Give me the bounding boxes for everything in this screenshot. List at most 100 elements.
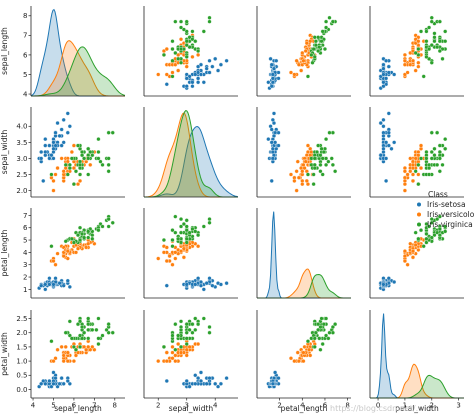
point-iris-setosa <box>224 58 229 63</box>
point-iris-setosa <box>53 376 58 381</box>
point-iris-virginica <box>318 153 323 158</box>
point-iris-versicolor <box>173 256 178 261</box>
point-iris-versicolor <box>402 249 407 254</box>
x-axis-label: sepal_width <box>169 404 214 413</box>
y-tick-label: 6 <box>23 51 28 59</box>
point-iris-setosa <box>204 381 209 386</box>
panel-sepal_width-vs-sepal_width <box>143 107 239 198</box>
point-iris-virginica <box>178 60 184 65</box>
point-iris-setosa <box>184 76 189 81</box>
point-iris-virginica <box>416 236 421 241</box>
point-iris-setosa <box>204 281 209 286</box>
point-iris-setosa <box>39 149 44 155</box>
point-iris-setosa <box>51 370 56 375</box>
point-iris-versicolor <box>178 350 184 355</box>
point-iris-virginica <box>184 54 189 59</box>
point-iris-virginica <box>106 156 111 161</box>
x-tick-label: 6 <box>323 402 328 410</box>
point-iris-virginica <box>184 240 189 245</box>
y-tick-label: 8 <box>23 12 27 20</box>
x-tick-label: 4 <box>300 402 305 410</box>
point-iris-setosa <box>164 378 169 384</box>
point-iris-setosa <box>193 282 198 287</box>
point-iris-virginica <box>80 231 85 236</box>
point-iris-versicolor <box>418 143 424 148</box>
point-iris-virginica <box>170 237 175 243</box>
kde-fill-iris-virginica <box>257 274 351 298</box>
panel-sepal_width-vs-petal_width <box>369 107 464 198</box>
point-iris-virginica <box>106 130 111 135</box>
point-iris-virginica <box>437 214 442 219</box>
point-iris-virginica <box>305 172 311 177</box>
point-iris-versicolor <box>402 58 407 63</box>
y-tick-label: 2.5 <box>16 171 27 179</box>
point-iris-virginica <box>90 153 95 158</box>
point-iris-setosa <box>57 133 62 139</box>
point-iris-virginica <box>437 48 442 54</box>
panel-sepal_width-vs-sepal_length: 2.0 2.5 3.0 3.5 4.0 sepal_width <box>0 107 125 198</box>
point-iris-setosa <box>270 117 275 122</box>
point-iris-setosa <box>39 156 44 161</box>
point-iris-virginica <box>90 233 95 238</box>
point-iris-versicolor <box>408 241 413 246</box>
point-iris-versicolor <box>156 72 161 77</box>
y-axis-label: petal_length <box>0 229 9 276</box>
point-iris-virginica <box>207 15 212 20</box>
point-iris-versicolor <box>307 347 312 352</box>
point-iris-virginica <box>80 324 85 330</box>
point-iris-virginica <box>96 149 101 155</box>
point-iris-virginica <box>86 235 91 240</box>
point-iris-virginica <box>316 143 321 148</box>
x-tick-label: 2 <box>156 402 160 410</box>
point-iris-virginica <box>187 230 192 235</box>
point-iris-virginica <box>173 50 178 56</box>
point-iris-virginica <box>327 330 332 335</box>
point-iris-setosa <box>198 72 204 77</box>
y-axis-label: sepal_length <box>0 27 9 75</box>
point-iris-setosa <box>386 130 391 135</box>
point-iris-virginica <box>161 344 167 349</box>
kde-fill-iris-virginica <box>31 46 125 96</box>
point-iris-versicolor <box>84 245 89 250</box>
point-iris-virginica <box>432 153 437 158</box>
point-iris-versicolor <box>408 169 413 174</box>
point-iris-versicolor <box>410 255 416 260</box>
y-tick-label: 3 <box>23 261 27 269</box>
point-iris-virginica <box>184 29 189 34</box>
point-iris-virginica <box>321 322 326 327</box>
point-iris-setosa <box>190 84 195 89</box>
point-iris-setosa <box>271 66 277 71</box>
y-tick-label: 1.0 <box>16 357 27 365</box>
point-iris-setosa <box>43 143 48 148</box>
x-tick-label: 1 <box>403 402 407 410</box>
point-iris-setosa <box>204 66 209 71</box>
point-iris-virginica <box>429 19 434 24</box>
point-iris-setosa <box>55 384 60 389</box>
point-iris-virginica <box>427 165 432 171</box>
panel-sepal_length-vs-sepal_length: 4 5 6 7 8 sepal_length <box>0 6 126 98</box>
point-iris-versicolor <box>300 50 305 56</box>
point-iris-virginica <box>94 327 99 332</box>
point-iris-versicolor <box>164 350 169 355</box>
point-iris-versicolor <box>402 52 407 57</box>
point-iris-virginica <box>330 324 335 330</box>
point-iris-versicolor <box>304 178 309 184</box>
point-iris-virginica <box>75 233 81 238</box>
point-iris-versicolor <box>51 188 56 193</box>
y-tick-label: 1 <box>23 286 27 294</box>
x-tick-label: 3 <box>184 402 188 410</box>
point-iris-virginica <box>86 156 91 161</box>
point-iris-virginica <box>327 130 332 135</box>
point-iris-setosa <box>61 140 66 145</box>
point-iris-versicolor <box>190 54 195 59</box>
x-tick-label: 8 <box>345 402 349 410</box>
point-iris-virginica <box>181 27 186 32</box>
point-iris-versicolor <box>300 182 305 187</box>
point-iris-setosa <box>392 140 397 145</box>
point-iris-virginica <box>320 29 325 34</box>
point-iris-setosa <box>198 370 204 375</box>
y-tick-label: 1.5 <box>16 343 27 351</box>
point-iris-versicolor <box>73 353 79 358</box>
y-tick-label: 2.5 <box>16 315 27 323</box>
